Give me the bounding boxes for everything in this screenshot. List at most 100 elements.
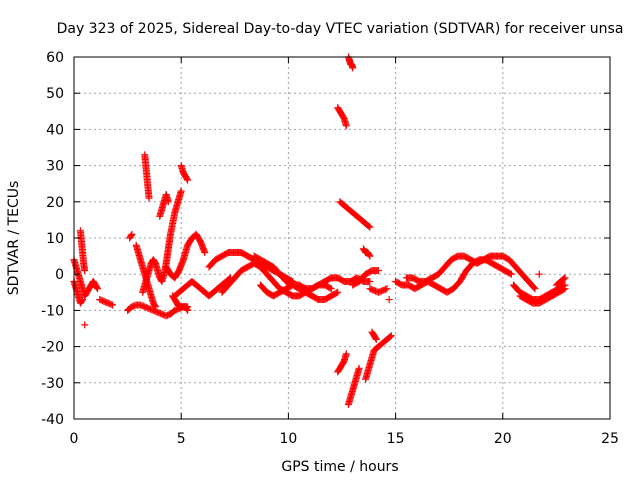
data-point [327, 285, 335, 293]
data-point [94, 285, 102, 293]
data-point [177, 187, 185, 195]
data-point [109, 301, 117, 309]
data-point [107, 300, 115, 308]
data-track [126, 230, 136, 242]
data-point [387, 332, 395, 340]
data-point [374, 267, 382, 275]
data-point [560, 285, 568, 293]
data-points [70, 53, 569, 409]
x-tick-label: 25 [601, 431, 619, 447]
data-point [383, 285, 391, 293]
data-track [366, 285, 391, 296]
x-tick-label: 0 [70, 431, 79, 447]
data-point [372, 335, 380, 343]
x-axis-label: GPS time / hours [281, 459, 398, 475]
data-point [365, 251, 373, 259]
y-tick-label: 50 [46, 86, 64, 102]
y-tick-label: 10 [46, 231, 64, 247]
y-tick-label: -20 [41, 340, 64, 356]
data-point [561, 274, 569, 282]
data-point [79, 296, 87, 304]
y-tick-label: 40 [46, 122, 64, 138]
data-point [78, 297, 86, 305]
data-point [184, 306, 192, 314]
data-point [507, 270, 515, 278]
data-track [70, 277, 87, 307]
data-point [530, 284, 538, 292]
data-track [385, 296, 393, 304]
data-point [535, 270, 543, 278]
data-point [349, 64, 357, 72]
data-point [93, 283, 101, 291]
data-point [81, 321, 89, 329]
data-point [201, 248, 209, 256]
y-tick-label: 20 [46, 195, 64, 211]
data-track [156, 191, 172, 220]
data-point [560, 275, 568, 283]
data-point [127, 232, 135, 240]
data-point [332, 289, 340, 297]
data-point [145, 194, 153, 202]
data-point [355, 364, 363, 372]
data-point [385, 296, 393, 304]
data-point [342, 350, 350, 358]
data-point [372, 334, 380, 342]
x-tick-label: 15 [387, 431, 405, 447]
x-tick-label: 5 [177, 431, 186, 447]
y-tick-label: -30 [41, 376, 64, 392]
data-point [365, 222, 373, 230]
data-point [342, 122, 350, 130]
data-track [96, 296, 117, 309]
data-track [552, 274, 569, 289]
y-tick-label: -40 [41, 412, 64, 428]
data-point [183, 305, 191, 313]
data-track [334, 350, 350, 376]
data-track [81, 321, 89, 329]
data-track [162, 230, 209, 282]
data-point [386, 333, 394, 341]
x-tick-label: 10 [279, 431, 297, 447]
y-tick-label: 60 [46, 50, 64, 66]
data-track [141, 151, 153, 202]
y-tick-label: 0 [55, 267, 64, 283]
data-track [344, 364, 363, 409]
x-tick-label: 20 [494, 431, 512, 447]
data-point [151, 302, 159, 310]
data-point [151, 303, 159, 311]
data-point [506, 269, 514, 277]
data-track [250, 252, 374, 293]
data-track [257, 281, 342, 304]
data-point [366, 277, 374, 285]
data-track [334, 104, 350, 130]
data-track [516, 285, 569, 307]
data-track [336, 198, 374, 231]
data-point [382, 285, 390, 293]
data-point [334, 288, 342, 296]
data-point [81, 267, 89, 275]
data-track [344, 53, 357, 72]
data-point [531, 285, 539, 293]
data-point [184, 176, 192, 184]
data-track [368, 328, 380, 343]
data-track [76, 227, 89, 275]
data-track [362, 332, 395, 383]
y-axis-label: SDTVAR / TECUs [6, 181, 22, 296]
data-point [366, 252, 374, 260]
data-track [402, 252, 539, 293]
data-point [561, 285, 569, 293]
axis-ticks: 0 5 10 15 20 25 -40 -30 -20 -10 0 10 20 30 40 50 60 [41, 50, 619, 447]
chart-title: Day 323 of 2025, Sidereal Day-to-day VTE… [57, 21, 624, 37]
data-point [128, 230, 136, 238]
data-track [177, 162, 192, 184]
data-track [359, 245, 374, 260]
y-tick-label: 30 [46, 159, 64, 175]
data-point [183, 175, 191, 183]
data-track [124, 301, 192, 320]
data-point [366, 223, 374, 231]
data-point [326, 284, 334, 292]
data-track [535, 270, 543, 278]
data-point [164, 198, 172, 206]
data-track [349, 267, 382, 289]
